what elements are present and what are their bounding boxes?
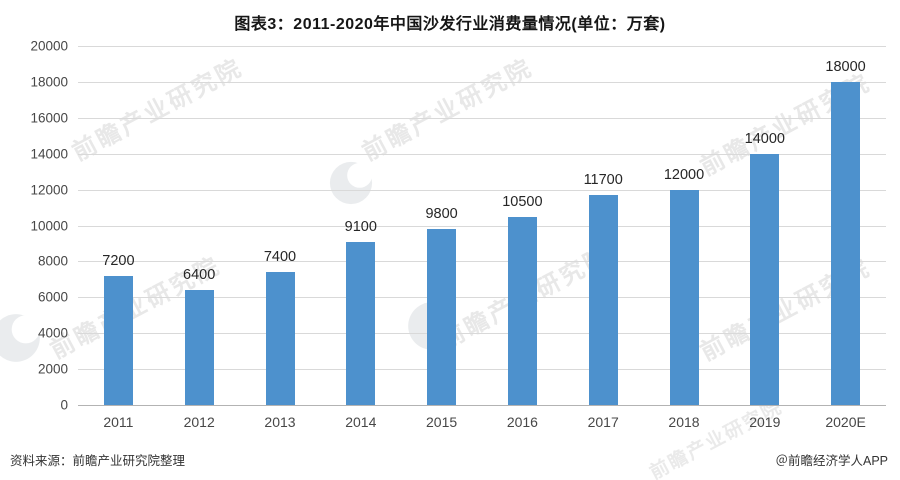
- bar: [103, 275, 133, 405]
- x-axis-tick-label: 2017: [587, 414, 619, 430]
- bar-value-label: 14000: [744, 130, 785, 147]
- bar-value-label: 6400: [183, 267, 216, 284]
- x-axis-tick-label: 2013: [264, 414, 296, 430]
- bar-value-label: 18000: [825, 58, 866, 75]
- y-axis-tick-label: 16000: [30, 110, 68, 126]
- bar-value-label: 9100: [344, 218, 377, 235]
- y-axis-tick-label: 12000: [30, 182, 68, 198]
- bar-value-label: 11700: [583, 171, 623, 188]
- y-axis-tick-label: 4000: [37, 325, 68, 341]
- bar-value-label: 9800: [425, 206, 458, 223]
- bar: [831, 81, 861, 405]
- bar: [750, 153, 780, 405]
- y-axis-tick-label: 14000: [30, 146, 68, 162]
- gridline: [78, 153, 886, 155]
- x-axis-tick-label: 2012: [183, 414, 215, 430]
- y-axis-tick-label: 18000: [30, 74, 68, 90]
- y-axis-tick-label: 10000: [30, 218, 68, 233]
- bar-value-label: 12000: [663, 166, 705, 183]
- bar: [588, 194, 618, 405]
- bar-value-label: 7200: [102, 252, 135, 269]
- y-axis-tick-label: 0: [60, 397, 68, 413]
- bar: [346, 241, 376, 405]
- x-axis-tick-label: 2014: [345, 414, 377, 430]
- chart-title: 图表3：2011-2020年中国沙发行业消费量情况(单位：万套): [234, 16, 666, 33]
- bar: [427, 229, 457, 405]
- x-axis-line: [78, 405, 886, 406]
- gridline: [78, 261, 886, 263]
- gridline: [78, 369, 886, 371]
- x-axis-tick-label: 2019: [749, 414, 781, 430]
- gridline: [78, 189, 886, 191]
- gridline: [78, 297, 886, 299]
- y-axis-tick-label: 6000: [37, 289, 68, 305]
- gridline: [78, 225, 886, 227]
- bar: [184, 290, 214, 405]
- qianzhan-logo-icon: [329, 161, 373, 205]
- x-axis-tick-label: 2016: [506, 414, 538, 430]
- bar-value-label: 10500: [502, 193, 543, 210]
- x-axis-tick-label: 2018: [668, 414, 700, 430]
- bar: [669, 189, 699, 405]
- x-axis-tick-label: 2011: [103, 414, 134, 430]
- gridline: [78, 81, 886, 83]
- bar: [265, 272, 295, 405]
- bar-value-label: 7400: [263, 249, 297, 266]
- y-axis-tick-label: 8000: [37, 253, 68, 269]
- source-text: 资料来源：前瞻产业研究院整理: [10, 454, 186, 468]
- y-axis-tick-label: 2000: [37, 361, 68, 377]
- x-axis-tick-label: 2020E: [825, 414, 866, 430]
- watermark-text: 前瞻产业研究院: [68, 53, 248, 167]
- x-axis-tick-label: 2015: [426, 414, 458, 430]
- gridline: [78, 333, 886, 335]
- bar: [507, 216, 537, 405]
- y-axis-tick-label: 20000: [30, 38, 68, 54]
- gridline: [78, 117, 886, 119]
- credit-text: ＠前瞻经济学人APP: [775, 454, 888, 468]
- gridline: [78, 46, 886, 47]
- watermark-text: 前瞻产业研究院: [358, 53, 538, 167]
